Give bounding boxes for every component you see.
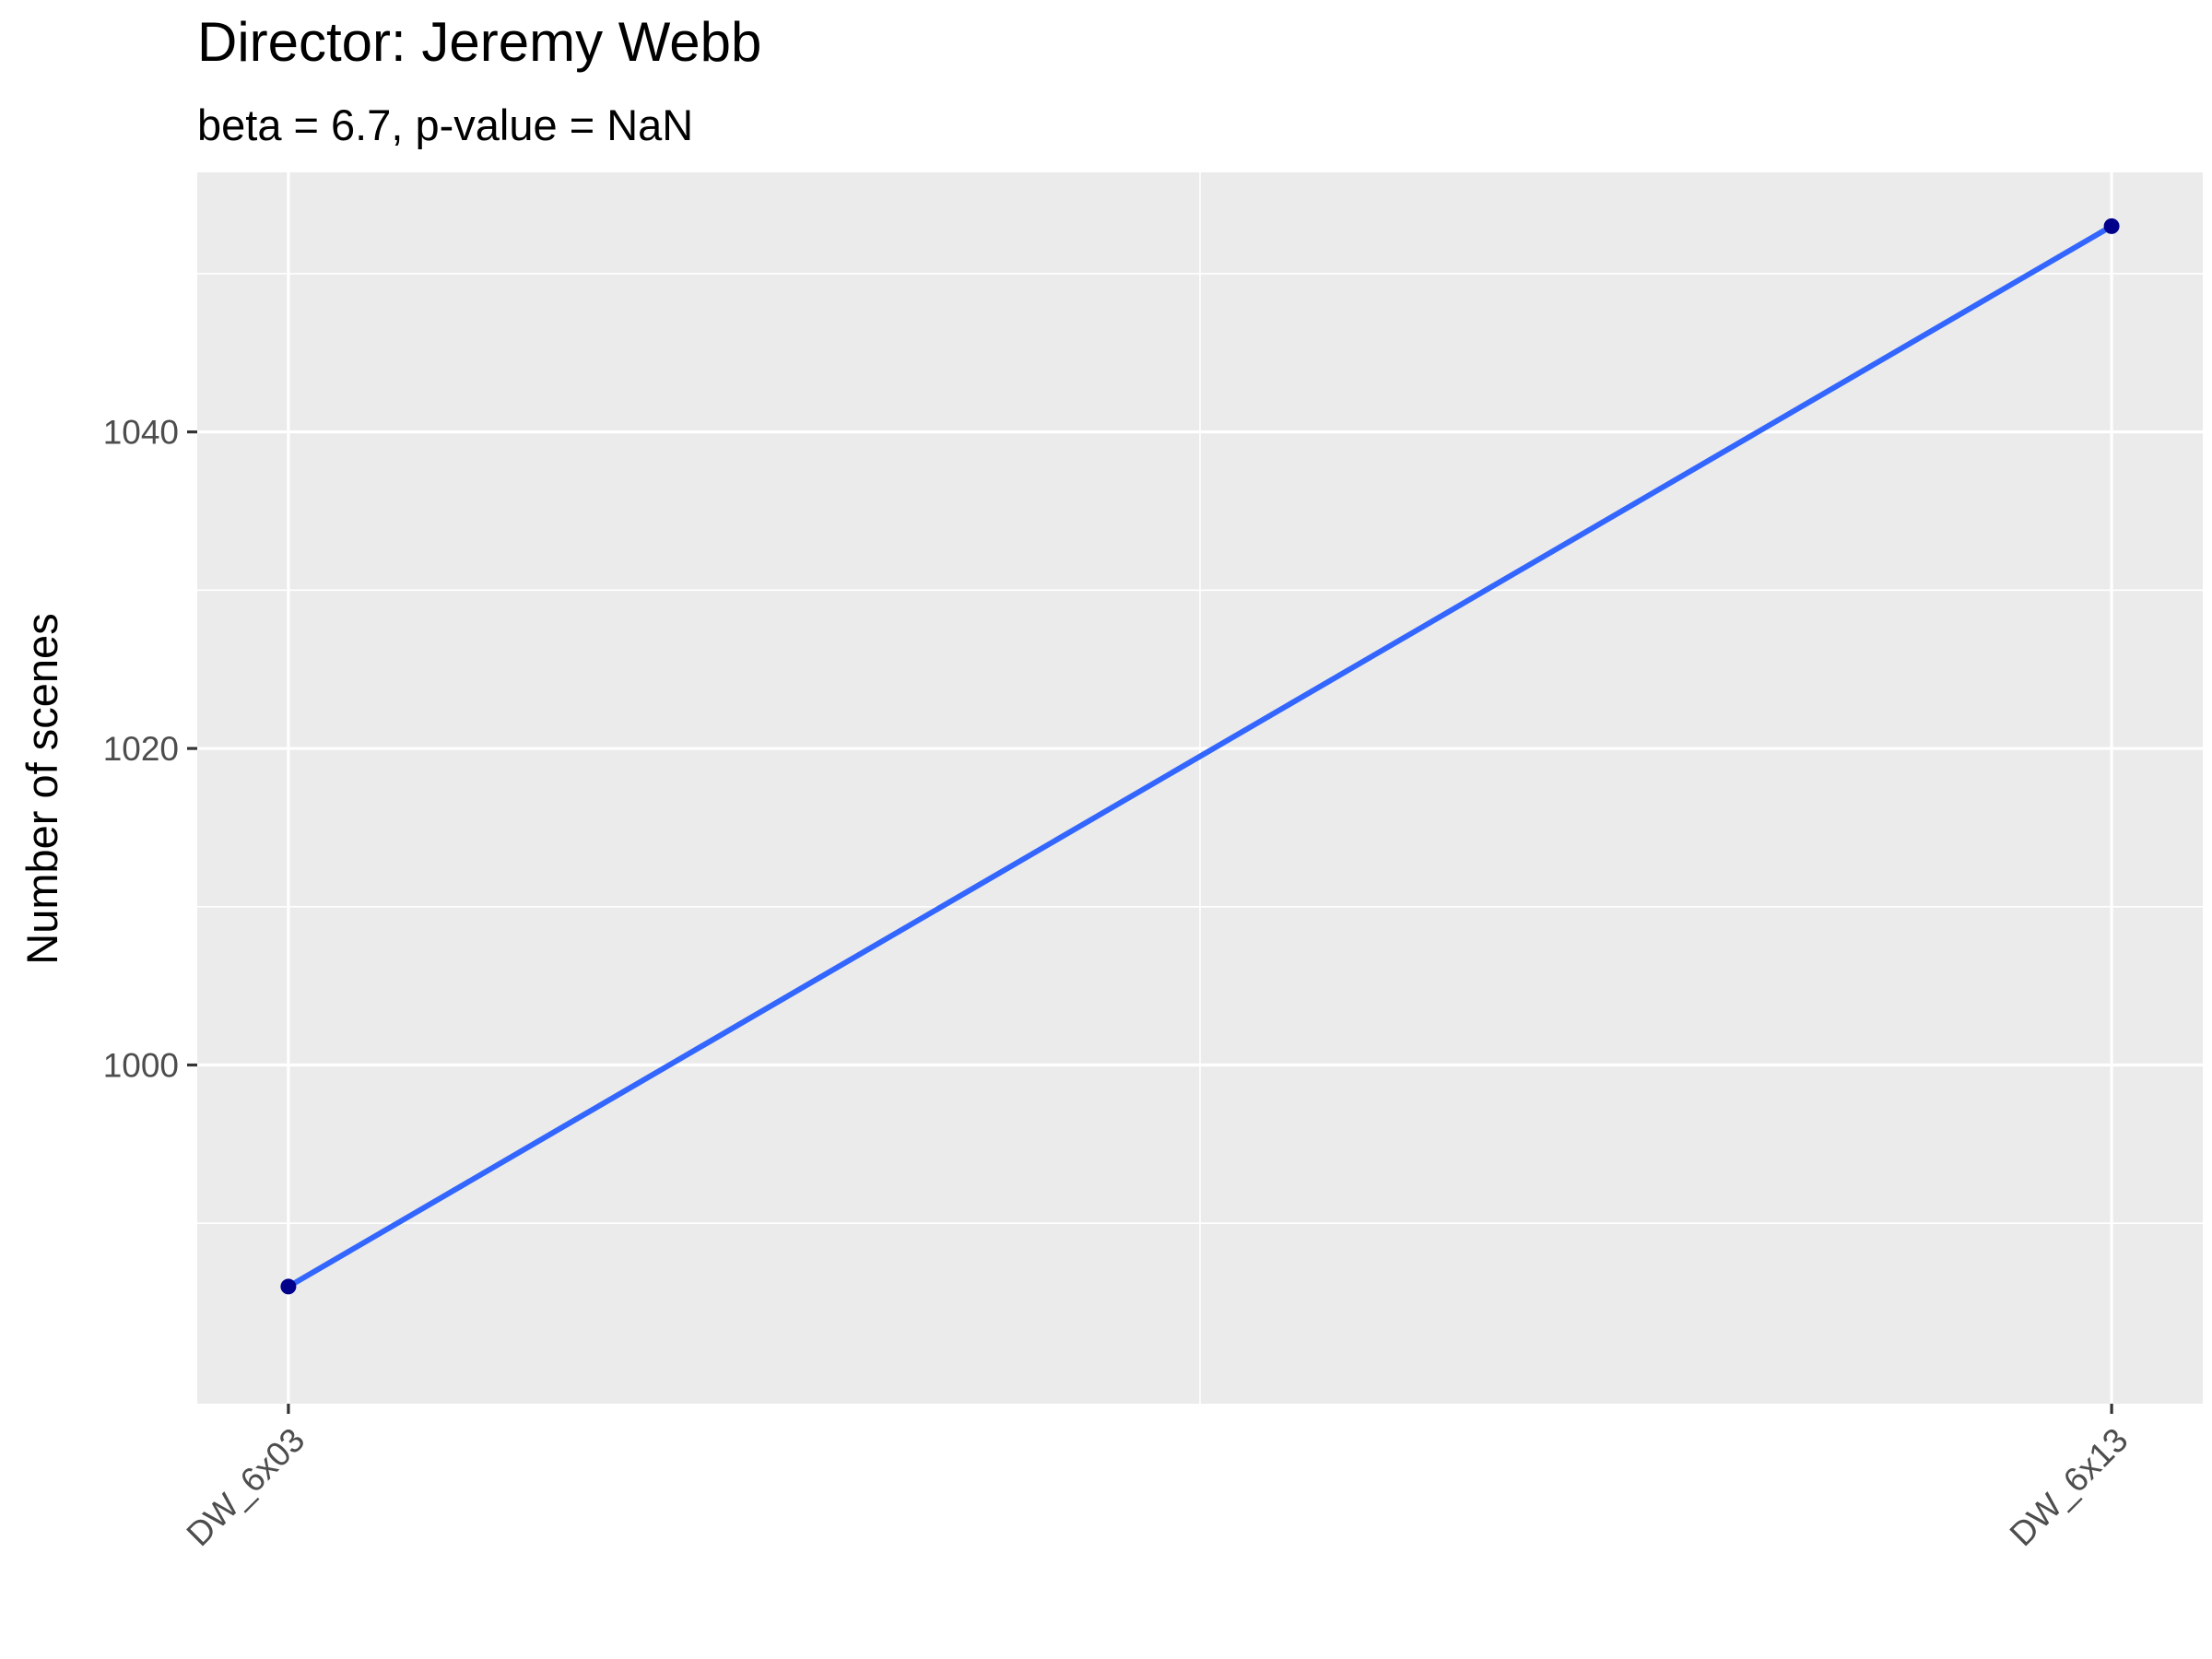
trend-line xyxy=(287,223,2113,1289)
series-layer xyxy=(280,218,2120,1295)
y-tick-label: 1040 xyxy=(103,414,179,452)
y-tick-label: 1020 xyxy=(103,730,179,768)
major-gridlines xyxy=(197,172,2203,1404)
chart-subtitle: beta = 6.7, p-value = NaN xyxy=(197,100,693,149)
y-tick-label: 1000 xyxy=(103,1047,179,1085)
chart-title: Director: Jeremy Webb xyxy=(197,11,761,73)
y-axis-title: Number of scenes xyxy=(18,613,66,964)
data-point xyxy=(2103,218,2120,234)
minor-gridlines xyxy=(197,172,2203,1404)
data-point xyxy=(280,1278,297,1295)
axis-ticks xyxy=(187,430,2113,1414)
